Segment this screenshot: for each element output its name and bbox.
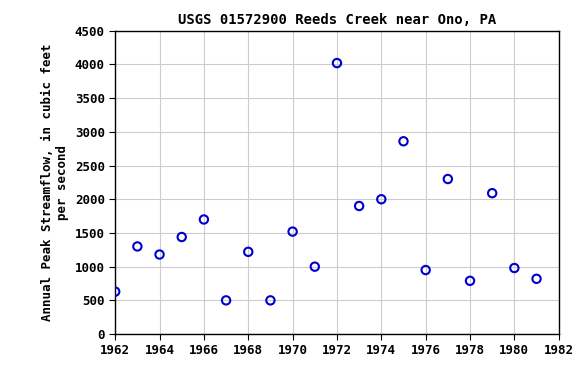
Point — [487, 190, 497, 196]
Point — [177, 234, 186, 240]
Point — [111, 288, 120, 295]
Title: USGS 01572900 Reeds Creek near Ono, PA: USGS 01572900 Reeds Creek near Ono, PA — [178, 13, 496, 27]
Point — [132, 243, 142, 250]
Point — [288, 228, 297, 235]
Point — [421, 267, 430, 273]
Point — [266, 297, 275, 303]
Point — [465, 278, 475, 284]
Point — [244, 249, 253, 255]
Point — [399, 138, 408, 144]
Point — [510, 265, 519, 271]
Point — [354, 203, 363, 209]
Point — [199, 217, 209, 223]
Point — [377, 196, 386, 202]
Point — [310, 263, 319, 270]
Point — [221, 297, 230, 303]
Point — [443, 176, 452, 182]
Y-axis label: Annual Peak Streamflow, in cubic feet
per second: Annual Peak Streamflow, in cubic feet pe… — [41, 44, 69, 321]
Point — [332, 60, 342, 66]
Point — [155, 252, 164, 258]
Point — [532, 276, 541, 282]
